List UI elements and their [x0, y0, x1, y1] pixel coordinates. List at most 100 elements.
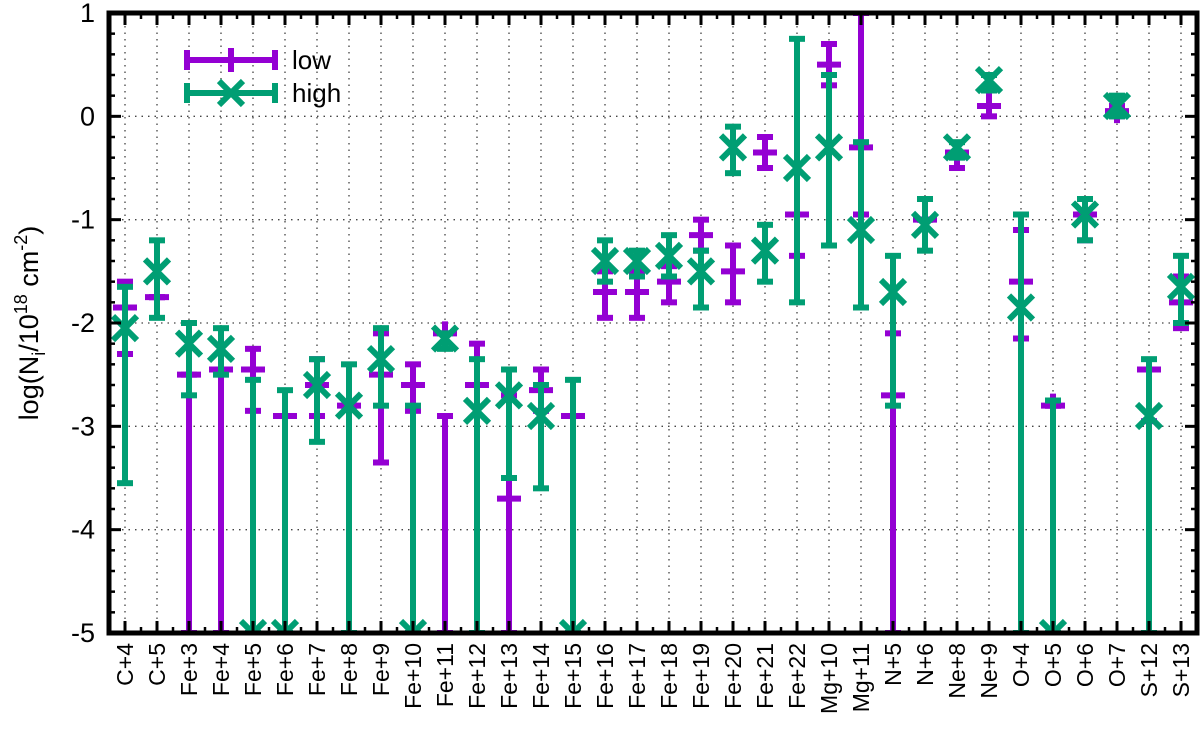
low-point	[689, 216, 713, 254]
high-marker-cross	[782, 153, 812, 183]
high-point	[622, 246, 652, 280]
x-category-label: O+7	[1104, 643, 1130, 687]
low-marker-plus	[497, 486, 521, 511]
high-point	[302, 356, 332, 445]
high-marker-cross	[750, 236, 780, 265]
legend: low high	[184, 45, 341, 108]
y-title-part-3: cm	[14, 251, 44, 295]
low-marker-plus	[689, 223, 713, 248]
high-marker-cross	[590, 246, 620, 276]
high-point	[398, 402, 428, 633]
high-marker-cross	[878, 277, 908, 307]
high-point	[142, 237, 172, 321]
y-title-part-2: /10	[14, 314, 44, 352]
high-marker-cross	[526, 401, 556, 431]
high-point	[462, 356, 492, 633]
low-marker-plus	[721, 259, 745, 284]
low-marker-plus	[625, 280, 649, 304]
high-marker-cross	[654, 241, 684, 270]
x-category-label: S+13	[1168, 643, 1194, 697]
low-marker-plus	[401, 373, 425, 397]
y-tick-label: -2	[71, 308, 95, 338]
high-marker-cross	[814, 133, 844, 162]
x-category-label: O+5	[1040, 643, 1066, 687]
axes: 10-1-2-3-4-5C+4 C+5 Fe+3 Fe+4 Fe+5 Fe+6 Fe+7 Fe…	[71, 0, 1199, 714]
high-point	[910, 196, 940, 254]
high-point	[558, 376, 588, 633]
high-point	[270, 387, 300, 633]
low-point	[433, 321, 457, 633]
legend-high-label: high	[292, 78, 341, 108]
high-point	[174, 320, 204, 399]
high-point	[686, 247, 716, 311]
high-marker-cross	[270, 618, 300, 633]
x-category-label: Fe+20	[720, 643, 746, 709]
high-point	[974, 66, 1004, 95]
high-marker-cross	[622, 246, 652, 276]
high-point	[1038, 397, 1068, 633]
x-category-label: Fe+8	[336, 643, 362, 696]
legend-low-plus-icon	[219, 48, 243, 72]
high-marker-cross	[686, 257, 716, 286]
x-category-label: O+4	[1008, 643, 1034, 687]
high-marker-cross	[110, 314, 140, 343]
x-category-label: Mg+11	[848, 643, 874, 712]
x-category-label: Fe+14	[528, 643, 554, 709]
high-marker-cross	[462, 396, 492, 425]
x-category-label: N+5	[880, 643, 906, 686]
high-point	[654, 232, 684, 280]
high-point	[590, 237, 620, 285]
high-marker-cross	[1134, 401, 1164, 431]
high-point	[942, 133, 972, 162]
x-category-label: Fe+6	[272, 643, 298, 696]
high-point	[1070, 196, 1100, 244]
x-category-label: Fe+4	[208, 643, 234, 696]
x-category-label: Fe+11	[432, 643, 458, 707]
y-tick-label: -1	[71, 205, 95, 235]
high-point	[1006, 211, 1036, 633]
x-category-label: S+12	[1136, 643, 1162, 697]
x-category-label: Ne+9	[976, 643, 1002, 699]
high-marker-cross	[366, 345, 396, 374]
high-marker-cross	[430, 324, 460, 353]
high-marker-cross	[974, 66, 1004, 95]
y-tick-label: -4	[71, 515, 95, 545]
high-marker-cross	[1070, 200, 1100, 229]
legend-high-cross-icon	[216, 78, 246, 108]
y-tick-label: 0	[80, 101, 95, 131]
x-category-label: Fe+16	[592, 643, 618, 709]
high-point	[718, 123, 748, 177]
high-marker-cross	[494, 381, 524, 410]
y-title-superscript-2: -2	[11, 235, 31, 251]
high-marker-cross	[1102, 91, 1132, 121]
high-point	[430, 324, 460, 353]
high-marker-cross	[718, 133, 748, 162]
high-point	[846, 139, 876, 311]
legend-low-label: low	[292, 45, 331, 75]
high-marker-cross	[1166, 272, 1196, 301]
x-category-label: Fe+18	[656, 643, 682, 709]
y-title-superscript: 18	[11, 294, 31, 314]
low-point	[209, 357, 233, 633]
low-point	[977, 87, 1001, 120]
high-marker-cross	[1006, 293, 1036, 322]
y-tick-label: -5	[71, 618, 95, 648]
high-point	[782, 35, 812, 306]
x-category-label: Fe+12	[464, 643, 490, 709]
high-marker-cross	[846, 215, 876, 245]
high-marker-cross	[1038, 618, 1068, 633]
x-category-label: C+5	[144, 643, 170, 686]
data-marks	[110, 13, 1196, 633]
x-category-label: Fe+21	[752, 643, 778, 709]
y-tick-label: -3	[71, 411, 95, 441]
y-title-part-4: )	[14, 226, 44, 235]
y-axis-title: log(Ni/1018 cm-2)	[11, 226, 49, 421]
x-category-label: C+4	[112, 643, 138, 686]
x-category-label: Mg+10	[816, 643, 842, 714]
x-category-label: N+6	[912, 643, 938, 686]
x-category-label: Fe+19	[688, 643, 714, 709]
x-category-label: Ne+8	[944, 643, 970, 699]
high-marker-cross	[238, 618, 268, 633]
high-point	[494, 366, 524, 481]
high-marker-cross	[558, 618, 588, 633]
